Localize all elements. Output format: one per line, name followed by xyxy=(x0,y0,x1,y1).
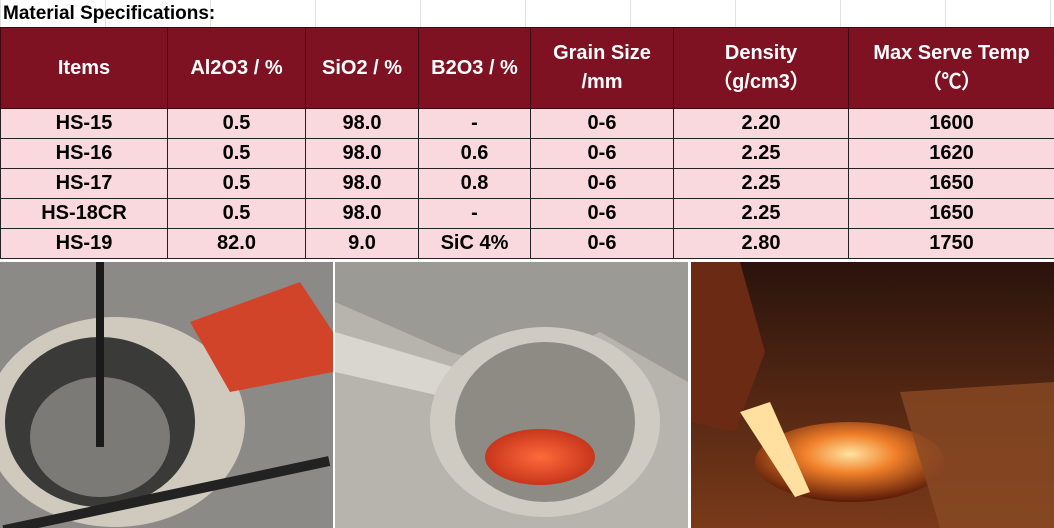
column-header: Items xyxy=(0,27,168,109)
header-line: Density xyxy=(724,42,798,64)
table-cell: 0.6 xyxy=(418,138,531,169)
table-cell: 2.25 xyxy=(673,168,849,199)
column-header: Density （g/cm3） xyxy=(673,27,849,109)
table-cell: 1650 xyxy=(848,168,1054,199)
table-cell: 98.0 xyxy=(305,108,419,139)
table-cell: 82.0 xyxy=(167,228,306,259)
photos xyxy=(0,262,1054,528)
table-cell: 0-6 xyxy=(530,198,674,229)
table-row: HS-19 82.0 9.0 SiC 4% 0-6 2.80 1750 xyxy=(0,228,1054,259)
header-line: /mm xyxy=(581,71,623,93)
header-line: （℃） xyxy=(921,71,982,93)
table-cell: - xyxy=(418,108,531,139)
table-row: HS-17 0.5 98.0 0.8 0-6 2.25 1650 xyxy=(0,168,1054,199)
photo-2 xyxy=(335,262,688,528)
table-cell: 1600 xyxy=(848,108,1054,139)
header-line: （g/cm3） xyxy=(712,71,810,93)
table-cell: 0-6 xyxy=(530,168,674,199)
table-cell: 0.8 xyxy=(418,168,531,199)
table-cell: HS-15 xyxy=(0,108,168,139)
table-cell: 0-6 xyxy=(530,138,674,169)
table-cell: 0.5 xyxy=(167,198,306,229)
column-header: B2O3 / % xyxy=(418,27,531,109)
table-cell: - xyxy=(418,198,531,229)
table-cell: HS-19 xyxy=(0,228,168,259)
table-cell: 1620 xyxy=(848,138,1054,169)
table-cell: 0.5 xyxy=(167,108,306,139)
table-cell: 0.5 xyxy=(167,138,306,169)
table-cell: 0-6 xyxy=(530,228,674,259)
table-cell: 98.0 xyxy=(305,168,419,199)
table-row: HS-18CR 0.5 98.0-0-6 2.25 1650 xyxy=(0,198,1054,229)
table-cell: 0-6 xyxy=(530,108,674,139)
table-cell: 98.0 xyxy=(305,138,419,169)
table-cell: 2.80 xyxy=(673,228,849,259)
table-body: HS-15 0.5 98.0-0-6 2.20 1600 HS-16 0.5 98.0 0.6 0… xyxy=(0,108,1054,259)
title: Material Specifications: xyxy=(0,0,1054,27)
table-cell: 0.5 xyxy=(167,168,306,199)
table-cell: HS-16 xyxy=(0,138,168,169)
table-row: HS-15 0.5 98.0-0-6 2.20 1600 xyxy=(0,108,1054,139)
table-cell: 2.25 xyxy=(673,198,849,229)
table-cell: 2.25 xyxy=(673,138,849,169)
header-line: SiO2 / % xyxy=(321,56,403,79)
column-header: Grain Size/mm xyxy=(530,27,674,109)
table-cell: 1750 xyxy=(848,228,1054,259)
table-cell: SiC 4% xyxy=(418,228,531,259)
header-line: Al2O3 / % xyxy=(190,56,283,79)
table-cell: 2.20 xyxy=(673,108,849,139)
header-line: Grain Size xyxy=(553,42,651,64)
table-cell: HS-17 xyxy=(0,168,168,199)
column-header: SiO2 / % xyxy=(305,27,419,109)
column-header: Al2O3 / % xyxy=(167,27,306,109)
table-cell: HS-18CR xyxy=(0,198,168,229)
header-line: Max Serve Temp xyxy=(873,42,1030,64)
header-row: Items Al2O3 / % SiO2 / % B2O3 / % Grain Size… xyxy=(0,27,1054,109)
header-line: Items xyxy=(57,56,111,79)
column-header: Max Serve Temp （℃） xyxy=(848,27,1054,109)
table-cell: 98.0 xyxy=(305,198,419,229)
table-cell: 9.0 xyxy=(305,228,419,259)
spec-table: Items Al2O3 / % SiO2 / % B2O3 / % Grain Size… xyxy=(0,27,1054,259)
photo-1 xyxy=(0,262,333,528)
table-cell: 1650 xyxy=(848,198,1054,229)
table-row: HS-16 0.5 98.0 0.6 0-6 2.25 1620 xyxy=(0,138,1054,169)
header-line: B2O3 / % xyxy=(431,56,518,79)
photo-3 xyxy=(691,262,1054,528)
